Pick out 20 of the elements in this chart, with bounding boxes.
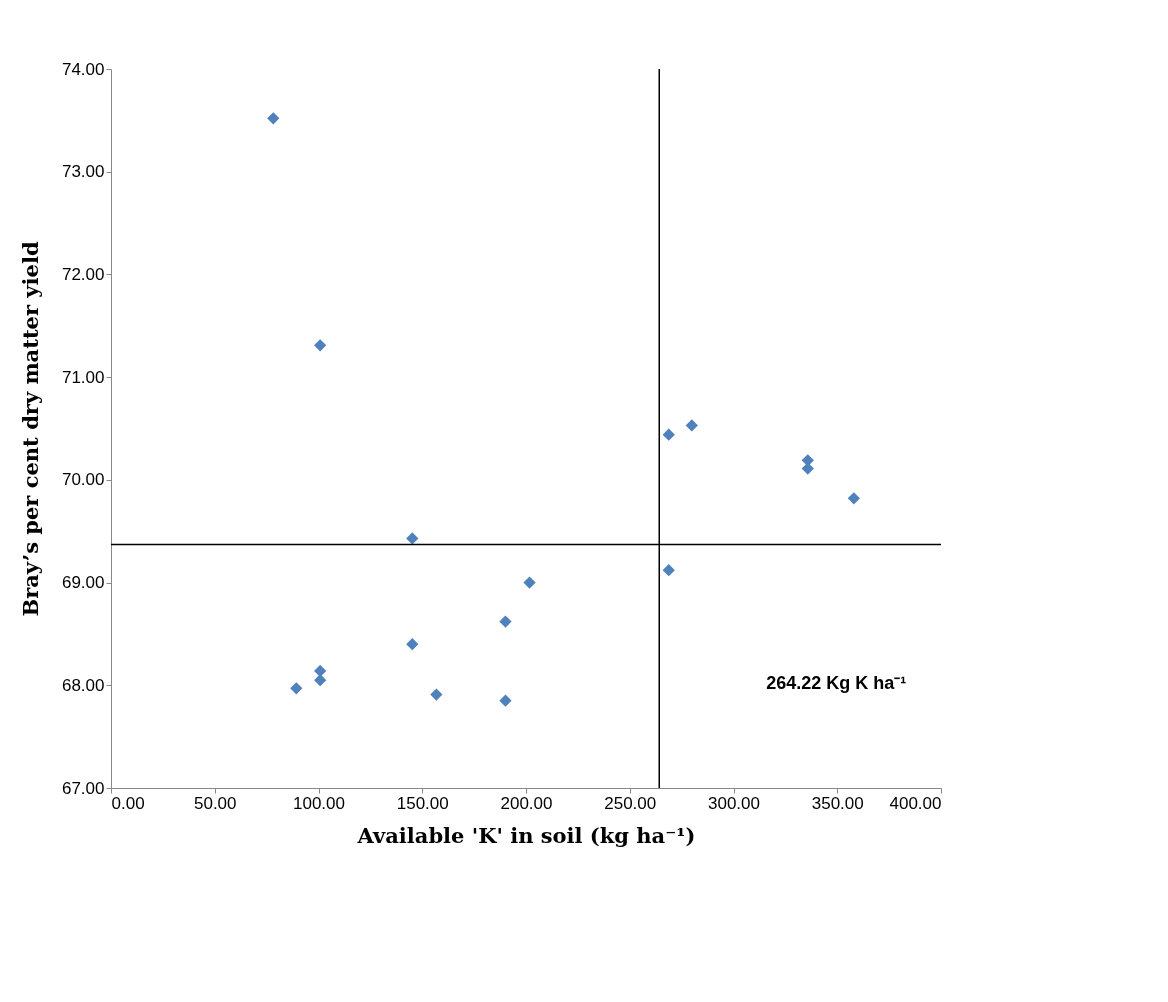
- x-tick-label: 150.00: [396, 793, 449, 813]
- y-axis-title: Bray’s per cent dry matter yield: [17, 241, 43, 617]
- y-tick-label: 70.00: [61, 470, 105, 490]
- x-tick-label: 400.00: [889, 793, 942, 813]
- x-tick-label: 200.00: [500, 793, 553, 813]
- x-tick-label: 250.00: [604, 793, 657, 813]
- annotation: 264.22 Kg K ha⁻¹: [766, 673, 907, 693]
- x-axis-title: Available 'K' in soil (kg ha⁻¹): [356, 822, 696, 848]
- x-tick-label: 300.00: [708, 793, 760, 813]
- y-tick-label: 74.00: [61, 59, 105, 79]
- x-tick-label: 0.00: [111, 793, 145, 813]
- y-tick-label: 73.00: [61, 162, 105, 182]
- y-tick-label: 72.00: [61, 264, 105, 284]
- x-tick-label: 100.00: [293, 793, 345, 813]
- x-tick-label: 50.00: [193, 793, 237, 813]
- y-tick-label: 71.00: [61, 367, 105, 387]
- y-tick-label: 67.00: [61, 778, 105, 798]
- x-tick-label: 350.00: [811, 793, 864, 813]
- y-tick-label: 68.00: [61, 675, 105, 695]
- y-tick-label: 69.00: [61, 573, 105, 593]
